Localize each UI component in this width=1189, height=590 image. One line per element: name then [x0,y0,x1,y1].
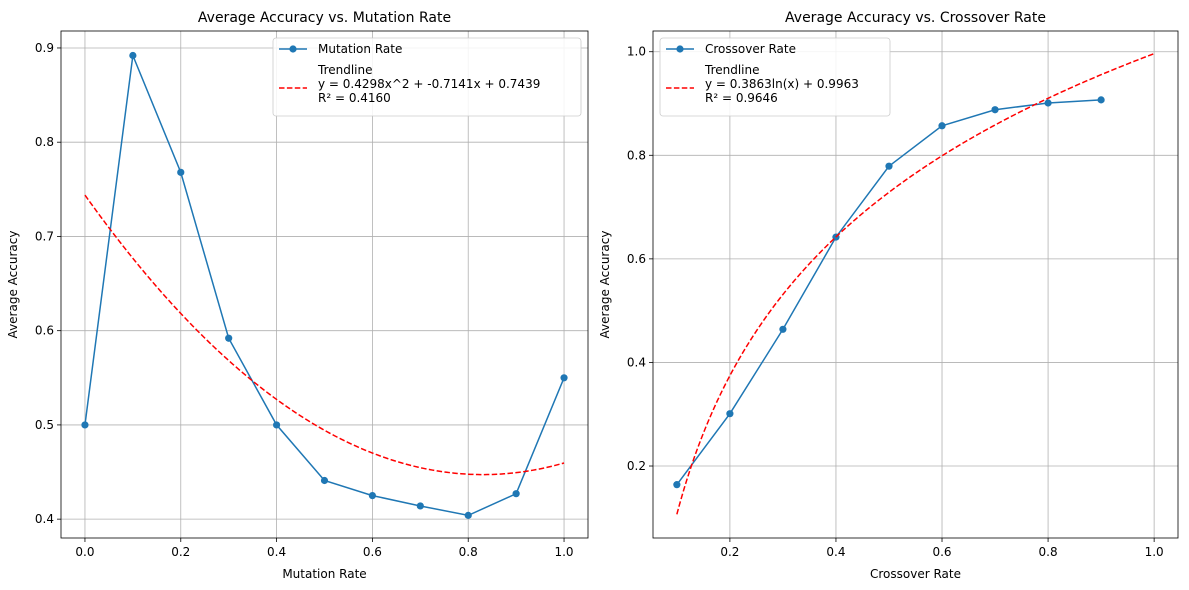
x-axis-label: Crossover Rate [870,567,961,581]
y-tick-label: 0.8 [627,148,646,162]
y-axis-label: Average Accuracy [598,231,612,339]
legend-label: Trendline [704,63,760,77]
chart-title: Average Accuracy vs. Mutation Rate [198,10,451,26]
data-point [464,511,472,519]
legend-marker-swatch [289,45,297,53]
trendline [84,194,565,476]
data-point [272,421,281,429]
y-tick-label: 0.5 [35,418,54,432]
data-point [129,51,137,60]
legend-label: Mutation Rate [318,42,402,56]
data-point [1097,96,1105,104]
data-point [225,334,233,342]
legend-label: y = 0.3863ln(x) + 0.9963 [705,77,859,91]
x-tick-label: 1.0 [554,545,573,559]
data-point [416,502,424,510]
x-tick-label: 0.2 [720,545,739,559]
chart-title: Average Accuracy vs. Crossover Rate [785,10,1046,26]
data-point [673,481,681,489]
legend-label: Trendline [317,63,373,77]
y-tick-label: 0.6 [35,324,54,338]
data-point [320,476,329,485]
x-tick-label: 0.4 [267,545,286,559]
y-tick-label: 0.4 [627,355,646,369]
x-tick-label: 0.4 [826,545,845,559]
trendline [676,52,1155,515]
legend-label: R² = 0.4160 [318,91,391,105]
data-point [512,490,520,498]
legend-label: y = 0.4298x^2 + -0.7141x + 0.7439 [318,77,540,91]
y-tick-label: 0.7 [35,229,54,243]
x-tick-label: 0.0 [75,545,94,559]
y-tick-label: 0.9 [35,41,54,55]
x-axis-label: Mutation Rate [282,567,366,581]
x-tick-label: 0.2 [171,545,190,559]
legend-marker-swatch [676,45,684,53]
plot-area [673,52,1155,515]
series-line [84,52,565,517]
y-tick-label: 0.8 [35,135,54,149]
data-point [560,374,568,382]
x-tick-label: 1.0 [1145,545,1164,559]
data-point [81,421,89,429]
data-point [991,106,999,114]
data-point [1044,99,1052,107]
x-tick-label: 0.6 [932,545,951,559]
data-point [177,168,185,176]
legend-label: Crossover Rate [705,42,796,56]
legend-box [659,37,891,117]
data-point [368,491,377,500]
data-point [726,410,734,418]
data-point [885,162,893,170]
data-point [779,325,787,333]
legend-box [272,37,582,117]
x-tick-label: 0.8 [459,545,478,559]
series-line [676,99,1102,486]
y-axis-label: Average Accuracy [6,231,20,339]
plot-area [81,51,568,519]
chart-1: 0.0 0.2 0.4 0.6 0.8 1.0 0.4 0.5 0.6 0.7 0.8 0.9 Aver… [6,10,589,581]
axes-frame [60,30,589,539]
y-tick-label: 0.2 [627,459,646,473]
chart-2: 0.2 0.4 0.6 0.8 1.0 0.2 0.4 0.6 0.8 1.0 Average Ac… [598,10,1179,581]
x-tick-label: 0.8 [1039,545,1058,559]
x-tick-label: 0.6 [363,545,382,559]
y-tick-label: 1.0 [627,45,646,59]
axes-frame [652,30,1179,539]
y-tick-label: 0.4 [35,512,54,526]
legend-label: R² = 0.9646 [705,91,778,105]
data-point [938,122,946,130]
y-tick-label: 0.6 [627,252,646,266]
